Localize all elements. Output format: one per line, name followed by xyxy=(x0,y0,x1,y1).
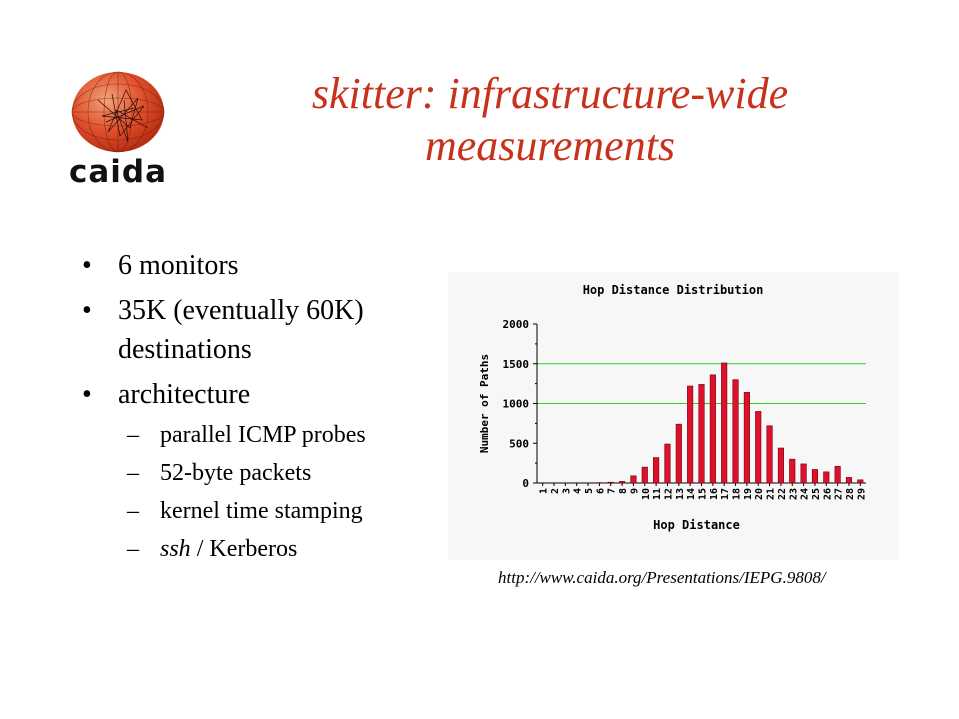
x-tick-label: 3 xyxy=(561,488,572,494)
title-line-2: measurements xyxy=(424,121,676,170)
sub-bullet-item: – parallel ICMP probes xyxy=(80,416,440,454)
bullet-glyph: • xyxy=(82,379,92,410)
dash-glyph: – xyxy=(127,460,139,486)
bar xyxy=(653,457,660,484)
bar xyxy=(777,447,784,484)
y-tick-label: 1500 xyxy=(503,358,530,371)
dash-glyph: – xyxy=(127,422,139,448)
bar xyxy=(766,425,773,484)
bullet-text: 6 monitors xyxy=(118,250,239,281)
x-tick-label: 13 xyxy=(675,488,686,500)
bar xyxy=(630,475,637,484)
x-tick-label: 1 xyxy=(539,488,550,494)
bullet-text: architecture xyxy=(118,379,251,410)
bullet-text: 35K (eventually 60K) xyxy=(118,295,364,326)
logo-text: caida xyxy=(69,154,167,188)
bar xyxy=(834,466,841,484)
x-tick-label: 16 xyxy=(709,488,720,500)
bullet-glyph: • xyxy=(82,250,92,281)
x-tick-label: 28 xyxy=(845,488,856,500)
dash-glyph: – xyxy=(127,498,139,524)
x-tick-label: 18 xyxy=(732,488,743,500)
y-tick-label: 0 xyxy=(522,477,529,490)
chart-title: Hop Distance Distribution xyxy=(583,283,764,297)
x-tick-label: 2 xyxy=(550,488,561,494)
bar xyxy=(823,471,830,484)
x-tick-label: 26 xyxy=(822,488,833,500)
x-tick-label: 24 xyxy=(800,488,811,500)
x-tick-label: 11 xyxy=(652,488,663,500)
sub-bullet-item: – kernel time stamping xyxy=(80,492,440,530)
bullet-text-continued: destinations xyxy=(118,334,252,365)
hop-distance-chart: Hop Distance Distribution 0 500 1000 1500 200… xyxy=(448,272,899,560)
y-tick-label: 1000 xyxy=(503,398,530,411)
bar xyxy=(675,423,682,484)
x-tick-label: 10 xyxy=(641,488,652,500)
bar xyxy=(743,392,750,484)
bar xyxy=(800,463,807,484)
bullet-item: • 6 monitors xyxy=(80,246,440,285)
caida-logo: caida xyxy=(68,70,168,190)
bar xyxy=(709,374,716,484)
x-tick-label: 21 xyxy=(766,488,777,500)
x-tick-label: 8 xyxy=(618,488,629,494)
bar xyxy=(755,411,762,484)
x-axis-label: Hop Distance xyxy=(653,518,740,532)
sub-bullet-list: – parallel ICMP probes – 52-byte packets… xyxy=(80,416,440,568)
bar xyxy=(857,479,864,484)
x-tick-label: 25 xyxy=(811,488,822,500)
bullet-item: • architecture xyxy=(80,375,440,414)
x-tick-label: 9 xyxy=(629,488,640,494)
bar xyxy=(721,362,728,484)
x-tick-label: 4 xyxy=(573,488,584,494)
bullet-glyph: • xyxy=(82,295,92,326)
bar xyxy=(619,481,626,484)
sub-bullet-text: kernel time stamping xyxy=(160,498,363,524)
bar xyxy=(687,385,694,484)
y-tick-label: 2000 xyxy=(503,318,530,331)
sub-bullet-item: – 52-byte packets xyxy=(80,454,440,492)
source-url: http://www.caida.org/Presentations/IEPG.… xyxy=(498,568,826,587)
bullet-item: • 35K (eventually 60K) destinations xyxy=(80,291,440,369)
bullet-list: • 6 monitors • 35K (eventually 60K) dest… xyxy=(80,246,440,568)
x-tick-label: 6 xyxy=(595,488,606,494)
sub-bullet-text: / Kerberos xyxy=(190,536,298,562)
sub-bullet-text: 52-byte packets xyxy=(160,460,312,486)
y-tick-label: 500 xyxy=(509,437,529,450)
sub-bullet-text-italic: ssh xyxy=(160,536,191,562)
slide-title: skitter: infrastructure-wide measurement… xyxy=(205,68,895,172)
x-tick-label: 5 xyxy=(584,488,595,494)
x-tick-label: 14 xyxy=(686,488,697,500)
x-tick-label: 12 xyxy=(663,488,674,500)
bar xyxy=(698,384,705,484)
sub-bullet-item: – ssh / Kerberos xyxy=(80,530,440,568)
x-tick-label: 27 xyxy=(834,488,845,500)
bar xyxy=(732,379,739,484)
x-tick-label: 23 xyxy=(788,488,799,500)
x-tick-label: 29 xyxy=(856,488,867,500)
x-tick-label: 20 xyxy=(754,488,765,500)
bar xyxy=(811,469,818,484)
bar xyxy=(789,458,796,484)
x-tick-label: 22 xyxy=(777,488,788,500)
y-axis-label: Number of Paths xyxy=(478,354,491,453)
x-tick-label: 15 xyxy=(698,488,709,500)
x-tick-label: 17 xyxy=(720,488,731,500)
dash-glyph: – xyxy=(127,536,139,562)
globe-icon: caida xyxy=(69,71,167,190)
bar xyxy=(607,481,614,484)
bar xyxy=(845,477,853,484)
sub-bullet-text: parallel ICMP probes xyxy=(160,422,366,448)
x-tick-label: 7 xyxy=(607,488,618,494)
title-line-1: skitter: infrastructure-wide xyxy=(311,69,789,118)
bar xyxy=(641,466,648,484)
bar xyxy=(664,443,671,484)
chart-svg: Hop Distance Distribution 0 500 1000 1500 200… xyxy=(478,283,867,532)
x-tick-label: 19 xyxy=(743,488,754,500)
